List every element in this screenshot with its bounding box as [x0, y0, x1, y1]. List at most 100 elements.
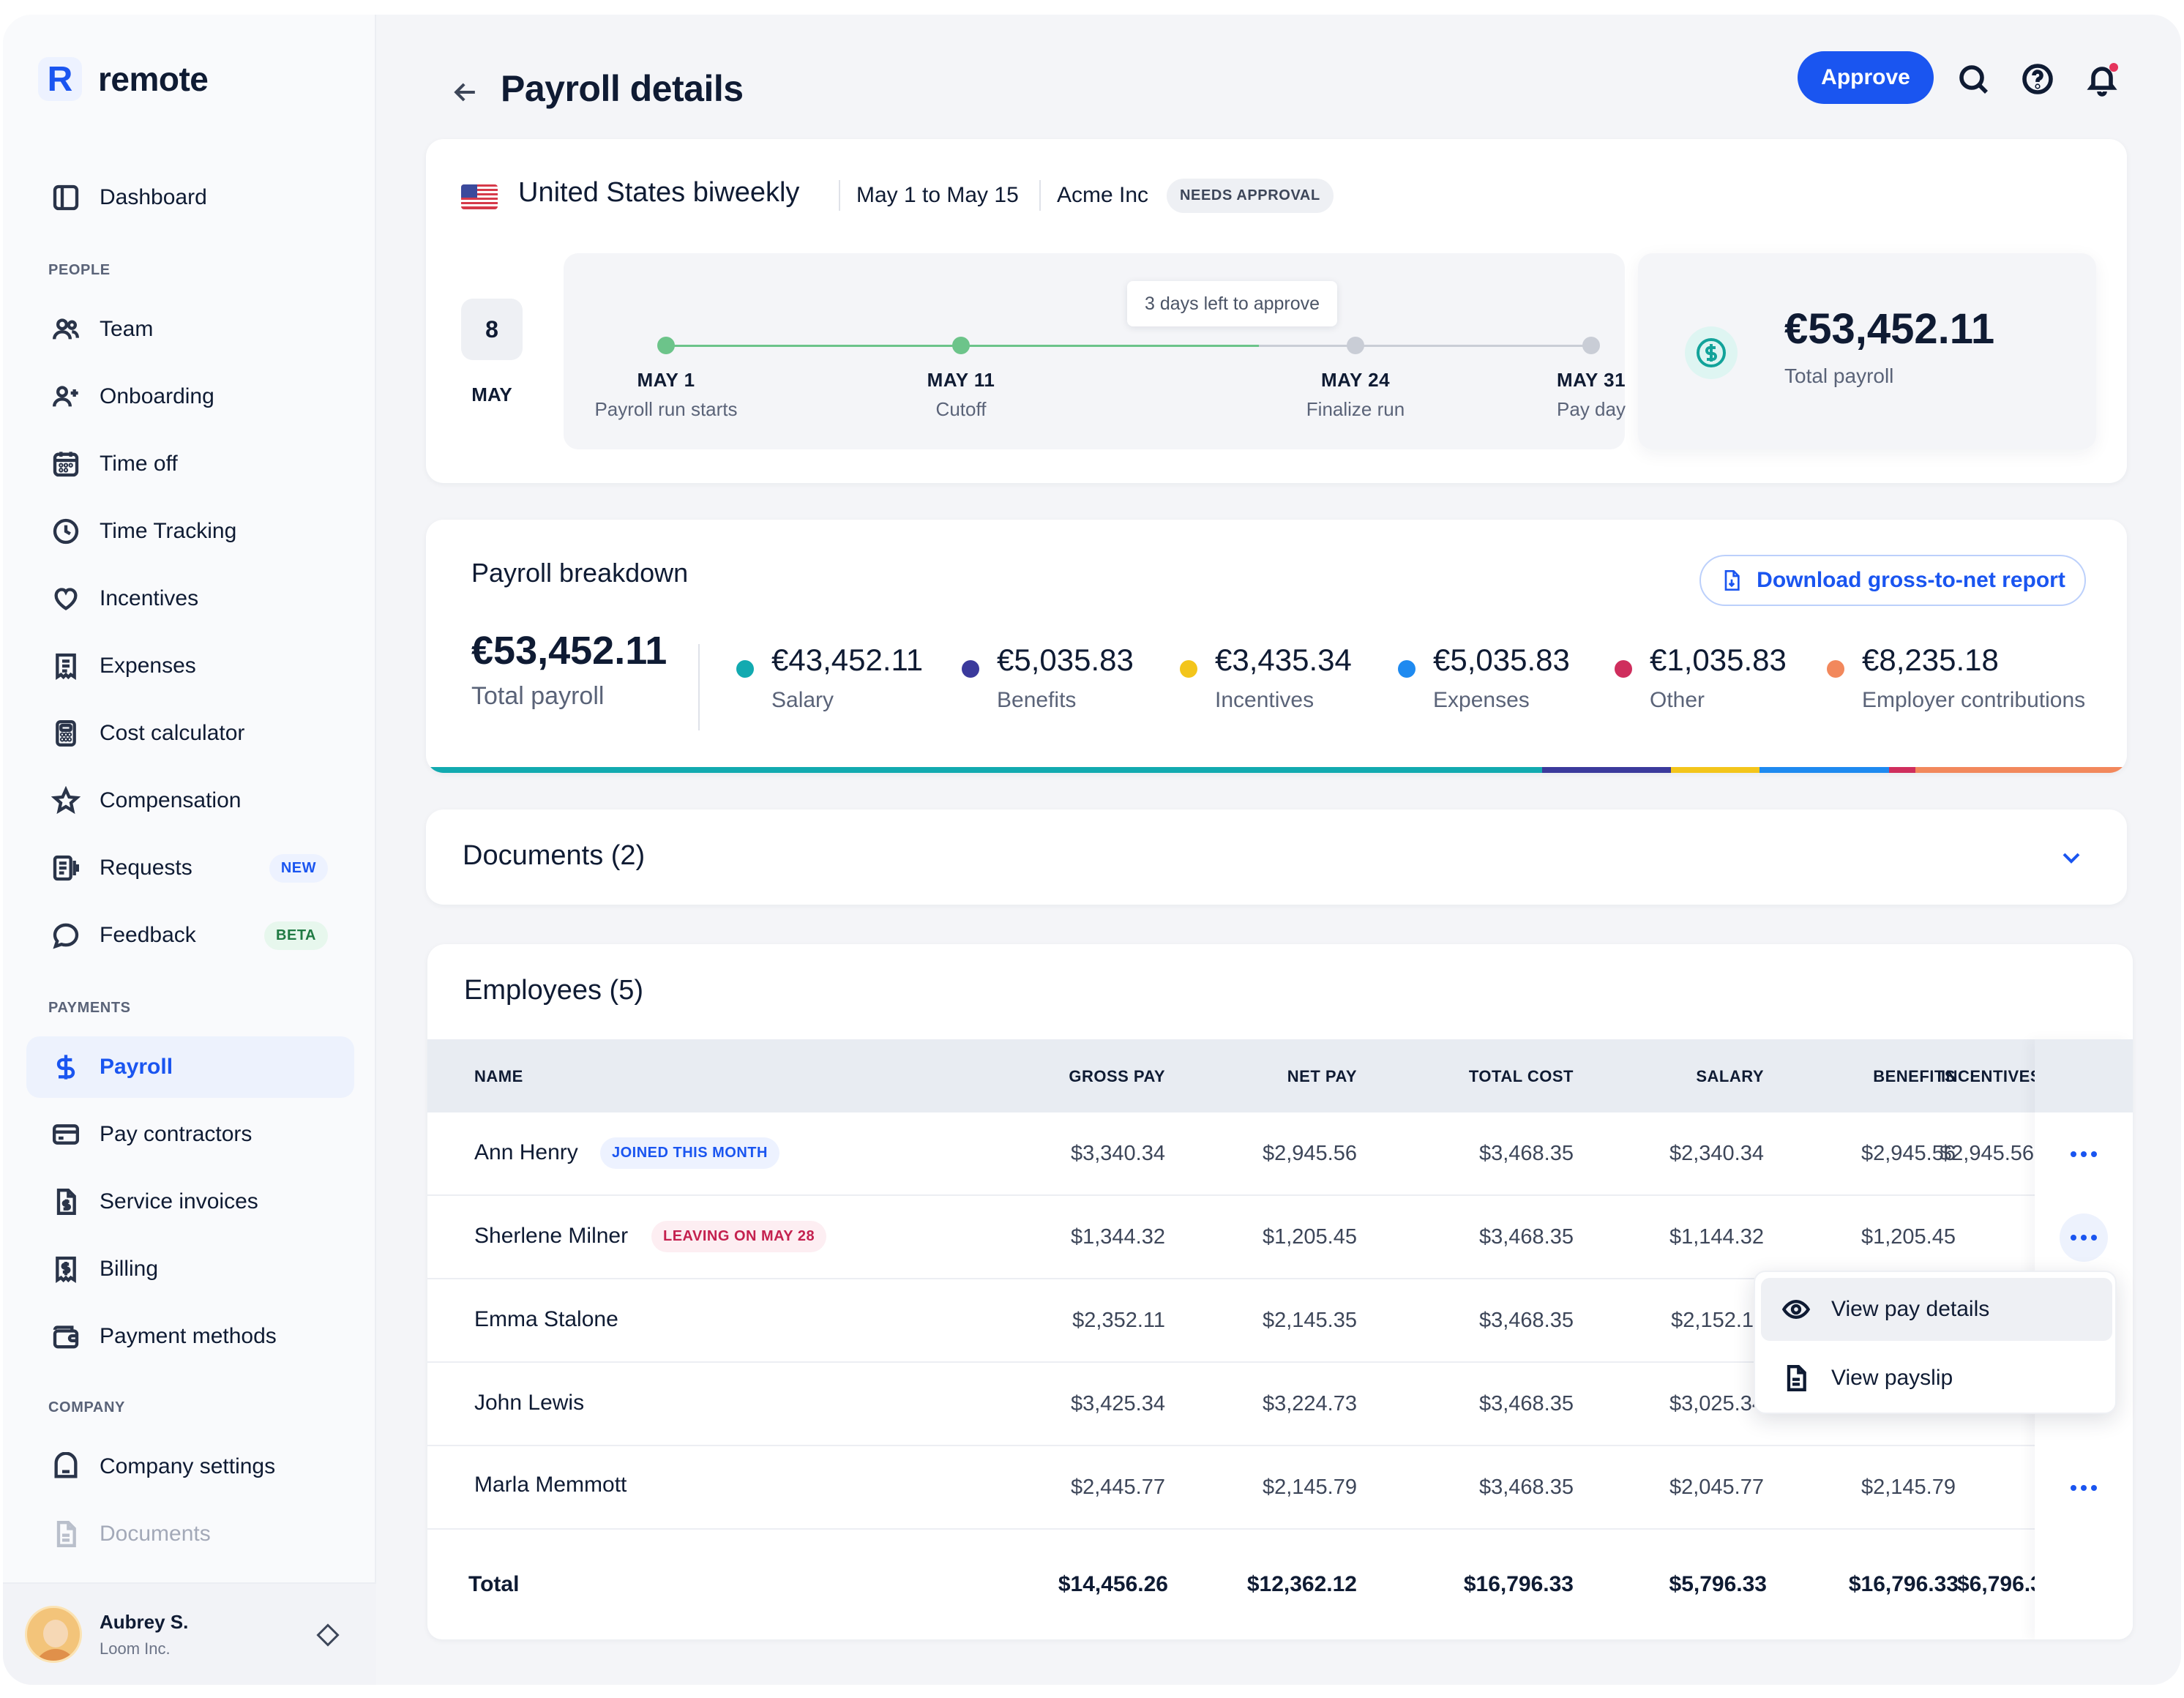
total-total-cost: $16,796.33 [1463, 1572, 1574, 1596]
breakdown-amount: €43,452.11 [771, 643, 924, 677]
sidebar-item-dashboard[interactable]: Dashboard [26, 167, 354, 228]
net-pay: $2,945.56 [1262, 1142, 1357, 1165]
total-cost: $3,468.35 [1478, 1142, 1574, 1165]
calendar-day-icon: 8 [461, 299, 523, 360]
brand-logo[interactable]: R remote [38, 57, 209, 101]
breakdown-total-label: Total payroll [471, 682, 605, 710]
breakdown-bar-segment [1759, 767, 1889, 773]
breakdown-label: Employer contributions [1862, 688, 2086, 712]
breakdown-bar-segment [1888, 767, 1916, 773]
sidebar-item-payment-methods[interactable]: Payment methods [26, 1306, 354, 1367]
sidebar-item-incentives[interactable]: Incentives [26, 568, 354, 629]
employee-name[interactable]: John Lewis [474, 1391, 585, 1415]
chat-bubble-icon [50, 919, 82, 951]
view-pay-details-menu-item[interactable]: View pay details [1761, 1278, 2112, 1341]
total-payroll-label: Total payroll [1784, 364, 1894, 387]
approve-button[interactable]: Approve [1798, 51, 1934, 104]
user-menu[interactable]: Aubrey S. Loom Inc. [3, 1582, 376, 1685]
total-cost: $3,468.35 [1478, 1225, 1574, 1249]
breakdown-label: Incentives [1215, 688, 1314, 712]
building-icon [50, 1451, 82, 1483]
net-pay: $2,145.79 [1262, 1476, 1357, 1499]
column-header-name[interactable]: NAME [474, 1067, 523, 1085]
total-net-pay: $12,362.12 [1246, 1572, 1357, 1596]
milestone-label: Pay day [1557, 398, 1626, 420]
sidebar-item-requests[interactable]: Requests NEW [26, 837, 354, 899]
column-header-benefits[interactable]: BENEFITS [1873, 1067, 1956, 1085]
net-pay: $3,224.73 [1262, 1392, 1357, 1415]
sidebar-item-cost-calculator[interactable]: Cost calculator [26, 703, 354, 764]
sidebar-item-company-settings[interactable]: Company settings [26, 1436, 354, 1497]
document-icon [50, 1518, 82, 1550]
more-options-button[interactable] [2060, 1213, 2108, 1262]
sidebar-item-onboarding[interactable]: Onboarding [26, 366, 354, 427]
download-report-button[interactable]: Download gross-to-net report [1699, 555, 2086, 606]
sidebar-item-compensation[interactable]: Compensation [26, 770, 354, 831]
sidebar-item-label: Payment methods [100, 1324, 277, 1348]
search-icon[interactable] [1956, 61, 1991, 97]
sidebar-item-label: Requests [100, 856, 192, 880]
divider [839, 180, 840, 211]
sidebar-item-payroll[interactable]: Payroll [26, 1036, 354, 1098]
legend-dot [1398, 660, 1416, 678]
help-icon[interactable] [2020, 61, 2055, 97]
column-header-salary[interactable]: SALARY [1696, 1067, 1764, 1085]
breakdown-label: Other [1650, 688, 1705, 712]
sidebar-item-expenses[interactable]: Expenses [26, 635, 354, 697]
switch-org-icon[interactable] [315, 1622, 341, 1648]
requests-icon [50, 852, 82, 884]
sidebar-item-feedback[interactable]: Feedback BETA [26, 905, 354, 966]
sidebar-item-billing[interactable]: Billing [26, 1238, 354, 1300]
chevron-down-icon[interactable] [2057, 843, 2086, 872]
sidebar-item-time-off[interactable]: Time off [26, 433, 354, 495]
table-row[interactable]: Sherlene Milner LEAVING ON MAY 28 $1,344… [427, 1196, 2133, 1279]
app-window: R remote Dashboard PEOPLE Team Onboardin… [3, 15, 2181, 1685]
more-options-button[interactable] [2060, 1130, 2108, 1178]
run-title: United States biweekly [518, 177, 800, 208]
avatar [25, 1606, 82, 1663]
sidebar-item-label: Onboarding [100, 384, 214, 408]
back-arrow-icon[interactable] [449, 76, 482, 108]
total-incentives: $6,796.33 [1957, 1572, 2038, 1596]
breakdown-title: Payroll breakdown [471, 558, 689, 588]
sidebar-item-label: Feedback [100, 923, 196, 947]
employee-name[interactable]: Ann Henry [474, 1140, 578, 1164]
column-header-total-cost[interactable]: TOTAL COST [1468, 1067, 1574, 1085]
total-cost: $3,468.35 [1478, 1309, 1574, 1332]
bell-icon[interactable] [2084, 61, 2120, 97]
table-total-row: Total $14,456.26 $12,362.12 $16,796.33 $… [427, 1530, 2133, 1639]
card-icon [50, 1118, 82, 1151]
team-icon [50, 313, 82, 345]
table-row[interactable]: Emma Stalone $2,352.11 $2,145.35 $3,468.… [427, 1279, 2133, 1363]
table-row[interactable]: Marla Memmott $2,445.77 $2,145.79 $3,468… [427, 1446, 2133, 1530]
column-header-gross-pay[interactable]: GROSS PAY [1069, 1067, 1165, 1085]
breakdown-amount: €3,435.34 [1215, 643, 1352, 677]
sidebar-item-service-invoices[interactable]: Service invoices [26, 1171, 354, 1233]
sidebar-item-label: Cost calculator [100, 721, 245, 745]
employee-name[interactable]: Emma Stalone [474, 1307, 618, 1331]
table-row[interactable]: Ann Henry JOINED THIS MONTH $3,340.34 $2… [427, 1112, 2133, 1196]
sidebar-item-time-tracking[interactable]: Time Tracking [26, 501, 354, 562]
salary: $2,340.34 [1669, 1142, 1764, 1165]
employee-name[interactable]: Sherlene Milner [474, 1224, 629, 1248]
star-icon [50, 785, 82, 817]
more-options-button[interactable] [2060, 1464, 2108, 1512]
table-row[interactable]: John Lewis $3,425.34 $3,224.73 $3,468.35… [427, 1363, 2133, 1446]
clock-icon [50, 515, 82, 547]
breakdown-amount: €1,035.83 [1650, 643, 1787, 677]
documents-accordion[interactable]: Documents (2) [426, 809, 2127, 905]
sidebar-item-documents[interactable]: Documents [26, 1503, 354, 1565]
sidebar-item-label: Pay contractors [100, 1122, 253, 1146]
legend-dot [1615, 660, 1632, 678]
column-header-incentives[interactable]: INCENTIVES [1941, 1067, 2036, 1085]
employee-name[interactable]: Marla Memmott [474, 1473, 627, 1497]
column-header-net-pay[interactable]: NET PAY [1287, 1067, 1357, 1085]
gross-pay: $2,352.11 [1072, 1309, 1165, 1332]
menu-item-label: View payslip [1831, 1366, 1953, 1390]
sidebar-item-pay-contractors[interactable]: Pay contractors [26, 1104, 354, 1165]
total-label: Total [468, 1572, 520, 1596]
add-user-icon [50, 381, 82, 413]
menu-item-label: View pay details [1831, 1297, 1990, 1321]
view-payslip-menu-item[interactable]: View payslip [1761, 1347, 2112, 1410]
sidebar-item-team[interactable]: Team [26, 299, 354, 360]
